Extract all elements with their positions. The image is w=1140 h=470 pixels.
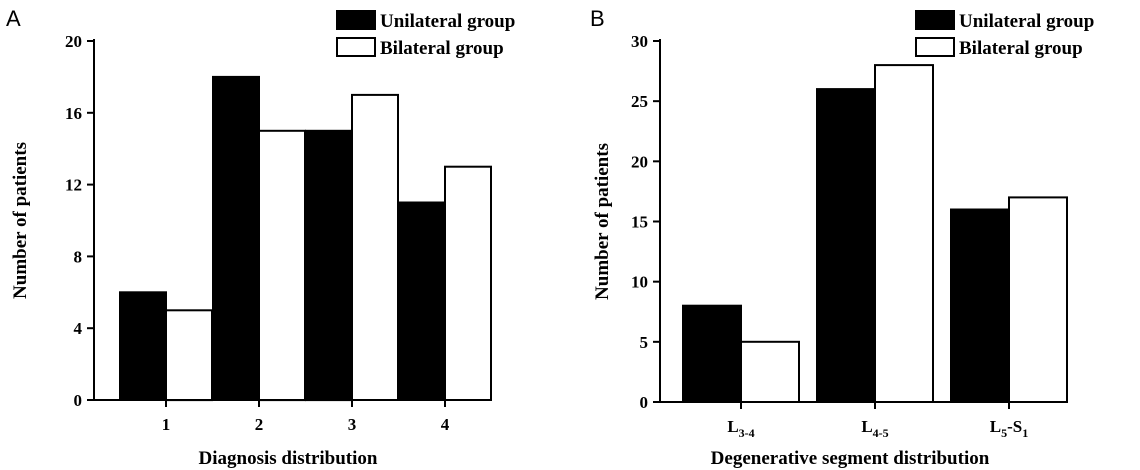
y-tick-label-a-3: 12	[65, 176, 82, 195]
y-tick-label-b-5: 25	[631, 92, 648, 111]
y-tick-label-a-4: 16	[65, 104, 82, 123]
legend-label-b-1: Unilateral group	[959, 11, 1094, 32]
x-tick-label-a-1: 2	[255, 415, 264, 434]
x-tick-label-a-0: 1	[162, 415, 171, 434]
x-axis-title-a: Diagnosis distribution	[199, 448, 378, 469]
bar-b-series2-cat2	[874, 64, 934, 403]
legend-label-b-2: Bilateral group	[959, 38, 1083, 59]
bar-b-series1-cat3	[950, 208, 1010, 403]
bar-a-series2-cat3	[351, 93, 399, 402]
chart-panel-b: B 0 5 10 15 20 25 30 L3-4 L4-5 L5-S1 Number of pat…	[590, 6, 1094, 469]
panel-letter-a: A	[6, 6, 21, 31]
y-tick-label-a-2: 8	[74, 247, 83, 266]
y-axis-title-b: Number of patients	[592, 143, 613, 300]
x-axis-title-b: Degenerative segment distribution	[711, 448, 990, 469]
bar-a-series2-cat1	[165, 309, 213, 402]
x-tick-label-b-2: L5-S1	[990, 417, 1028, 440]
bar-a-series1-cat1	[119, 291, 167, 401]
y-tick-label-a-1: 4	[74, 319, 83, 338]
y-tick-label-b-1: 5	[640, 333, 649, 352]
bar-a-series2-cat2	[258, 129, 306, 402]
legend-label-a-1: Unilateral group	[380, 11, 515, 32]
y-tick-label-a-0: 0	[74, 391, 83, 410]
bar-a-series1-cat3	[305, 129, 353, 402]
y-tick-label-b-0: 0	[640, 393, 649, 412]
bar-b-series2-cat3	[1008, 196, 1068, 403]
y-tick-label-a-5: 20	[65, 32, 82, 51]
y-tick-label-b-4: 20	[631, 152, 648, 171]
legend-swatch-a-2	[336, 37, 376, 57]
y-axis-title-a: Number of patients	[10, 142, 31, 299]
bar-a-series2-cat4	[444, 165, 492, 401]
bar-a-series1-cat4	[398, 201, 446, 401]
x-tick-label-a-2: 3	[348, 415, 357, 434]
x-tick-label-a-3: 4	[441, 415, 450, 434]
panel-letter-b: B	[590, 6, 605, 31]
legend-label-a-2: Bilateral group	[380, 38, 504, 59]
y-tick-label-b-3: 15	[631, 213, 648, 232]
bar-b-series2-cat1	[740, 340, 800, 403]
y-tick-label-b-2: 10	[631, 273, 648, 292]
x-tick-label-b-1: L4-5	[861, 417, 888, 440]
legend-swatch-a-1	[336, 10, 376, 30]
legend-swatch-b-1	[915, 10, 955, 30]
legend-swatch-b-2	[915, 37, 955, 57]
bar-a-series1-cat2	[212, 75, 260, 402]
y-tick-label-b-6: 30	[631, 32, 648, 51]
bar-b-series1-cat1	[682, 304, 742, 404]
x-tick-label-b-0: L3-4	[727, 417, 754, 440]
bar-b-series1-cat2	[816, 88, 876, 403]
